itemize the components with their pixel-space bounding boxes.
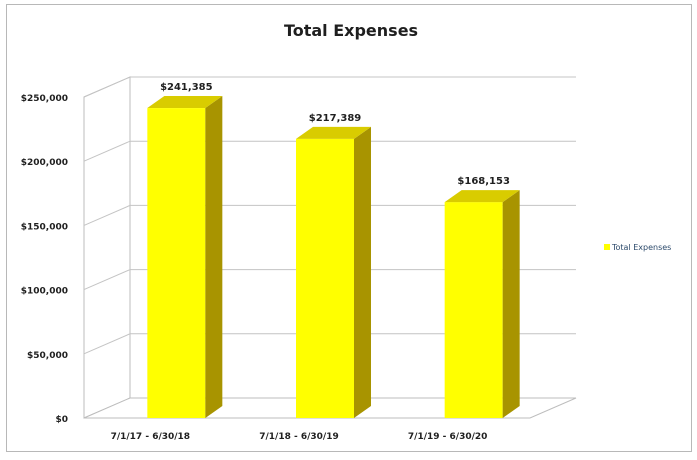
bar-top [296, 126, 371, 139]
y-axis-ticks: $0 $50,000 $100,000 $150,000 $200,000 $250,00… [21, 94, 68, 425]
bar-top [444, 190, 520, 203]
y-tick-label: $250,000 [21, 94, 68, 104]
y-tick-label: $200,000 [21, 158, 68, 168]
y-tick-label: $0 [55, 415, 68, 425]
legend-label: Total Expenses [611, 243, 671, 252]
gridline [83, 140, 576, 162]
gridline [83, 76, 576, 98]
y-tick-label: $150,000 [21, 222, 68, 232]
y-tick-label: $50,000 [27, 351, 68, 361]
bar-top [147, 96, 223, 109]
gridline [83, 333, 576, 355]
back-wall-left [83, 76, 131, 419]
bar [444, 190, 520, 418]
bar-front [444, 202, 503, 418]
gridline [83, 269, 576, 291]
bar-front [147, 108, 206, 419]
y-tick-label: $100,000 [21, 287, 68, 297]
bar [296, 126, 371, 418]
data-label: $217,389 [309, 113, 362, 124]
gridline [83, 204, 576, 226]
data-labels: $241,385 $217,389 $168,153 [160, 82, 510, 187]
bar-side [354, 126, 371, 418]
x-tick-label: 7/1/19 - 6/30/20 [408, 432, 488, 442]
bar [147, 96, 223, 419]
data-label: $241,385 [160, 82, 213, 93]
chart-title: Total Expenses [284, 21, 418, 40]
legend: Total Expenses [604, 243, 671, 252]
x-axis-ticks: 7/1/17 - 6/30/18 7/1/18 - 6/30/19 7/1/19 -… [111, 432, 488, 442]
x-tick-label: 7/1/18 - 6/30/19 [259, 432, 339, 442]
bars [147, 96, 520, 419]
legend-swatch [604, 244, 610, 250]
bar-side [205, 96, 223, 419]
bar-side [502, 190, 520, 418]
x-tick-label: 7/1/17 - 6/30/18 [111, 432, 191, 442]
data-label: $168,153 [457, 176, 510, 187]
gridlines [83, 76, 576, 355]
bar-front [296, 138, 354, 418]
